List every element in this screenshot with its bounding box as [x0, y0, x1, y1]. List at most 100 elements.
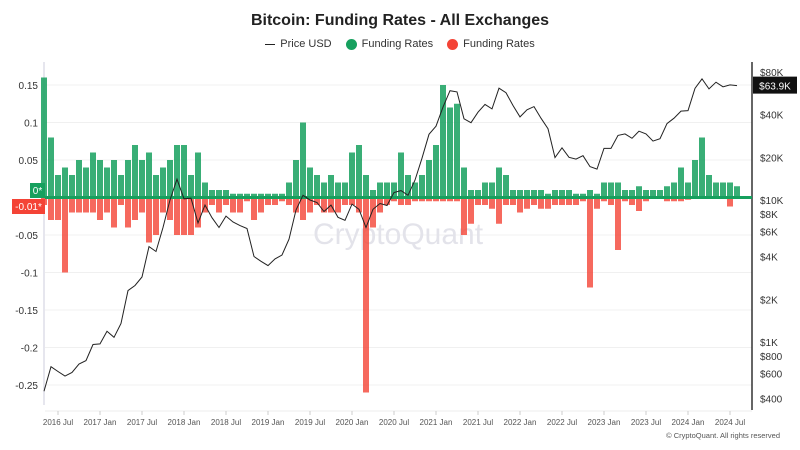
funding-bar-negative [97, 197, 103, 220]
legend-item-funding-positive[interactable]: Funding Rates [345, 38, 433, 50]
funding-bar-positive [83, 167, 89, 198]
funding-bar-negative [664, 197, 670, 202]
y-tick-label: -0.25 [15, 381, 38, 392]
funding-bar-positive [293, 160, 299, 198]
funding-bar-negative [580, 197, 586, 202]
legend-item-funding-negative[interactable]: Funding Rates [447, 38, 535, 50]
funding-bar-positive [594, 193, 600, 198]
funding-bar-negative [524, 197, 530, 209]
funding-bar-negative [573, 197, 579, 205]
funding-bar-negative [139, 197, 145, 213]
funding-bar-positive [727, 182, 733, 198]
funding-bar-negative [475, 197, 481, 205]
price-marker-label: $63.9K [759, 82, 791, 93]
funding-bar-positive [461, 167, 467, 198]
funding-bar-positive [272, 193, 278, 198]
funding-bar-positive [181, 145, 187, 198]
funding-bar-negative [510, 197, 516, 205]
funding-bar-negative [370, 197, 376, 228]
funding-bar-positive [118, 175, 124, 198]
funding-bar-negative [622, 197, 628, 202]
funding-bar-negative [356, 197, 362, 213]
funding-bar-positive [167, 160, 173, 198]
y-right-tick-label: $4K [760, 253, 778, 264]
legend-label: Price USD [280, 38, 332, 50]
y-tick-label: 0.15 [19, 81, 39, 92]
price-line [43, 78, 738, 392]
price-marker-box [753, 76, 797, 94]
y-tick-label: 0.05 [19, 156, 39, 167]
funding-bar-positive [671, 182, 677, 198]
funding-bar-positive [244, 193, 250, 198]
funding-bar-positive [412, 182, 418, 198]
funding-bar-negative [300, 197, 306, 220]
funding-bar-negative [405, 197, 411, 205]
y-tick-label: -0.05 [15, 231, 38, 242]
y-right-tick-label: $600 [760, 370, 783, 381]
funding-bar-positive [377, 182, 383, 198]
funding-bar-negative [384, 197, 390, 205]
funding-bar-negative [244, 197, 250, 202]
funding-bar-positive [573, 193, 579, 198]
funding-bar-negative [629, 197, 635, 205]
funding-bar-positive [531, 190, 537, 198]
funding-bar-positive [454, 103, 460, 198]
funding-bar-positive [440, 85, 446, 198]
funding-bar-negative [601, 197, 607, 202]
funding-bar-negative [496, 197, 502, 224]
funding-bar-positive [587, 190, 593, 198]
funding-bar-positive [643, 190, 649, 198]
funding-bar-positive [636, 186, 642, 198]
funding-bar-positive [279, 193, 285, 198]
y-right-tick-label: $20K [760, 153, 784, 164]
funding-bar-positive [300, 122, 306, 198]
funding-bar-negative [482, 197, 488, 205]
funding-bar-positive [524, 190, 530, 198]
funding-bar-positive [188, 175, 194, 198]
funding-bar-positive [209, 190, 215, 198]
funding-bar-negative [223, 197, 229, 205]
funding-bar-positive [720, 182, 726, 198]
funding-bar-negative [174, 197, 180, 235]
x-tick-label: 2021 Jul [463, 418, 493, 427]
funding-bar-positive [566, 190, 572, 198]
funding-bar-positive [650, 190, 656, 198]
funding-bar-negative [258, 197, 264, 213]
x-tick-label: 2017 Jan [84, 418, 117, 427]
funding-bar-positive [622, 190, 628, 198]
legend-item-price[interactable]: Price USD [265, 38, 332, 50]
funding-bar-positive [734, 186, 740, 198]
funding-bar-negative [615, 197, 621, 250]
zero-marker-box [30, 183, 45, 198]
funding-bar-positive [97, 160, 103, 198]
x-tick-label: 2023 Jul [631, 418, 661, 427]
funding-bar-negative [433, 197, 439, 202]
funding-bar-negative [566, 197, 572, 205]
funding-bar-positive [125, 160, 131, 198]
funding-bar-positive [405, 175, 411, 198]
funding-bar-positive [559, 190, 565, 198]
funding-bar-negative [559, 197, 565, 205]
copyright: © CryptoQuant. All rights reserved [666, 431, 780, 440]
funding-bar-positive [552, 190, 558, 198]
neg-marker-label: -0.01* [15, 202, 42, 213]
funding-bar-positive [146, 152, 152, 198]
funding-bar-positive [321, 182, 327, 198]
funding-bar-positive [391, 182, 397, 198]
y-right-tick-label: $40K [760, 111, 784, 122]
funding-bar-negative [398, 197, 404, 205]
funding-bar-positive [41, 77, 47, 198]
funding-bar-negative [132, 197, 138, 220]
funding-bar-positive [174, 145, 180, 198]
funding-bar-negative [412, 197, 418, 202]
funding-bar-negative [545, 197, 551, 209]
funding-bar-positive [692, 160, 698, 198]
funding-bar-negative [118, 197, 124, 205]
funding-bar-positive [139, 160, 145, 198]
funding-bar-negative [286, 197, 292, 205]
funding-bar-negative [76, 197, 82, 213]
funding-bar-negative [377, 197, 383, 213]
funding-bar-positive [342, 182, 348, 198]
funding-bar-positive [398, 152, 404, 198]
chart-title: Bitcoin: Funding Rates - All Exchanges [250, 12, 550, 29]
